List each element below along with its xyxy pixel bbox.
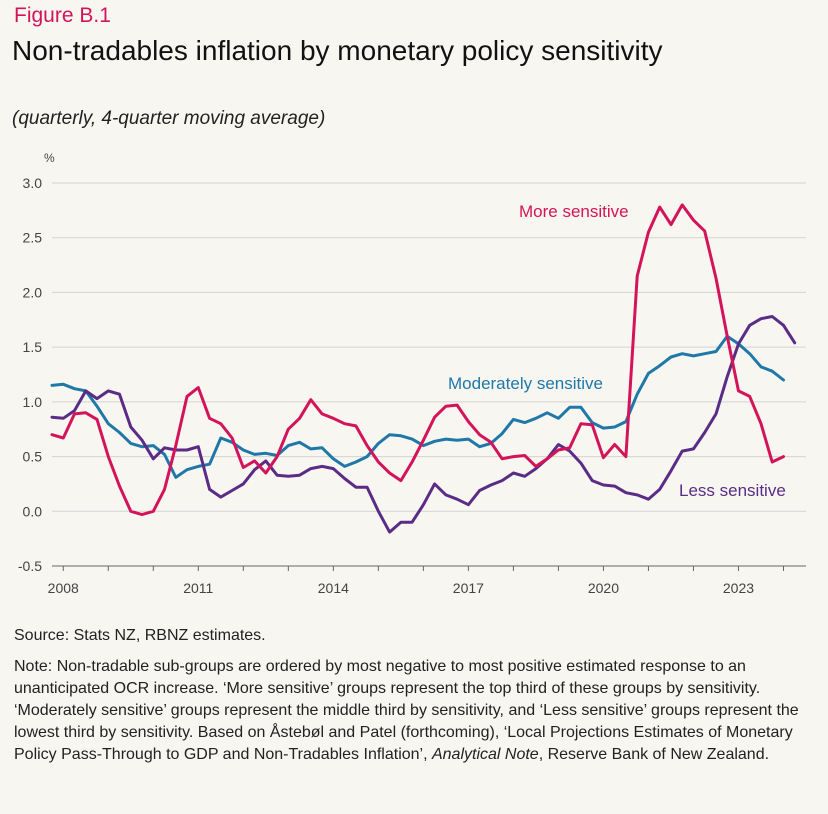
line-chart: %3.0 2.5 2.0 1.5 1.0 0.5 0.0 -0.5 2008 2011 2014 20… [18, 151, 806, 596]
grid-lines [52, 182, 806, 512]
y-unit-label: % [44, 151, 55, 165]
series-line-more [50, 203, 785, 517]
y-tick-label: 0.5 [23, 449, 43, 465]
y-tick-label: 0.0 [23, 503, 43, 519]
y-tick-label: -0.5 [18, 558, 42, 574]
y-tick-label: 2.5 [23, 230, 43, 246]
series-line-moderate [50, 334, 785, 479]
x-tick-label: 2017 [453, 580, 484, 596]
chart-title: Non-tradables inflation by monetary poli… [12, 35, 663, 66]
footnote-end: , Reserve Bank of New Zealand. [538, 746, 770, 763]
y-tick-label: 2.0 [23, 284, 43, 300]
footnote: Note: Non-tradable sub-groups are ordere… [14, 656, 814, 766]
series-labels: More sensitive Moderately sensitive Less s… [448, 202, 786, 500]
series-label-moderate: Moderately sensitive [448, 374, 603, 393]
y-tick-label: 3.0 [23, 175, 43, 191]
series-lines [50, 203, 797, 534]
x-tick-label: 2008 [48, 580, 79, 596]
chart-subtitle: (quarterly, 4-quarter moving average) [12, 108, 326, 129]
figure-label: Figure B.1 [14, 4, 111, 27]
x-tick-label: 2020 [588, 580, 619, 596]
footnote-text: Note: Non-tradable sub-groups are ordere… [14, 658, 799, 763]
x-tick-label: 2014 [318, 580, 349, 596]
y-tick-label: 1.5 [23, 339, 43, 355]
axes: %3.0 2.5 2.0 1.5 1.0 0.5 0.0 -0.5 2008 2011 2014 20… [18, 151, 806, 596]
y-tick-label: 1.0 [23, 394, 43, 410]
x-tick-label: 2023 [723, 580, 754, 596]
x-tick-label: 2011 [183, 580, 213, 596]
series-label-less: Less sensitive [679, 481, 786, 500]
series-label-more: More sensitive [519, 202, 629, 221]
footnote-italic: Analytical Note [431, 746, 539, 763]
source-note: Source: Stats NZ, RBNZ estimates. [14, 627, 266, 644]
